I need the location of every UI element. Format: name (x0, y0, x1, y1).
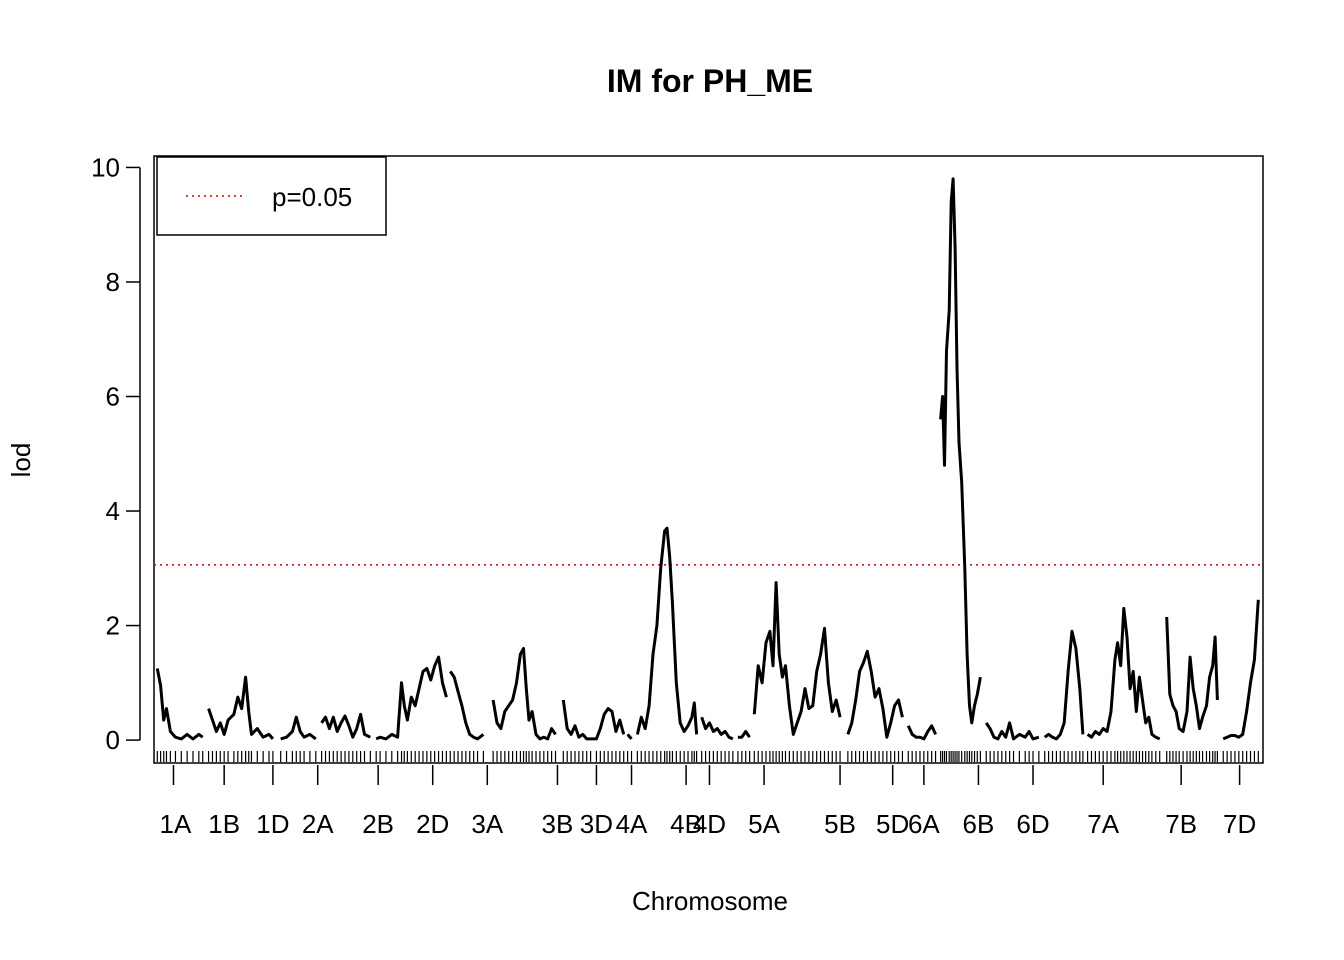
lod-curve-4B (700, 716, 734, 741)
x-tick-label: 4A (616, 809, 648, 839)
marker-rug (156, 751, 1259, 762)
lod-curve-2D (449, 670, 485, 741)
y-axis: 0 2 4 6 8 10 (91, 152, 141, 755)
x-tick-label: 6A (908, 809, 940, 839)
lod-curve-5B (846, 649, 904, 739)
plot-frame (153, 155, 1264, 764)
x-tick-label: 5B (824, 809, 856, 839)
lod-curve-7B (1165, 616, 1219, 733)
y-tick-label: 2 (106, 611, 120, 641)
lod-curve-3D (626, 733, 633, 740)
x-axis-label: Chromosome (632, 886, 788, 916)
lod-curve-6D (1043, 629, 1085, 741)
x-tick-label: 3A (471, 809, 503, 839)
lod-curve-7D (1222, 599, 1260, 741)
lod-curve-2A (320, 712, 371, 739)
lod-curve-7A (1086, 606, 1161, 741)
lod-curve-4A (635, 526, 699, 735)
x-tick-label: 2A (302, 809, 334, 839)
x-tick-label: 7D (1223, 809, 1256, 839)
lod-curve-4D (737, 730, 751, 739)
y-axis-label: lod (6, 443, 36, 478)
x-tick-label: 4D (693, 809, 726, 839)
legend-box (156, 156, 387, 236)
chart-title: IM for PH_ME (607, 63, 813, 99)
x-tick-label: 1A (160, 809, 192, 839)
y-tick-label: 4 (106, 496, 120, 526)
y-tick-label: 8 (106, 267, 120, 297)
lod-curve-5D (906, 724, 937, 741)
lod-curve-2B (375, 655, 448, 741)
lod-curve-6A (939, 177, 982, 725)
x-tick-label: 2D (416, 809, 449, 839)
x-tick-label: 1B (208, 809, 240, 839)
x-tick-label: 4B (670, 809, 702, 839)
x-tick-label: 6B (963, 809, 995, 839)
lod-curve-5A (752, 581, 842, 736)
lod-curve-1A (155, 668, 204, 741)
y-tick-label: 6 (106, 382, 120, 412)
legend-label-threshold: p=0.05 (272, 182, 352, 212)
lod-curve-3B (561, 699, 626, 741)
lod-curves (155, 177, 1260, 741)
lod-curve-1D (280, 715, 317, 741)
x-tick-label: 3B (542, 809, 574, 839)
x-tick-label: 2B (362, 809, 394, 839)
lod-curve-1B (207, 675, 275, 740)
x-tick-label: 1D (256, 809, 289, 839)
x-tick-label: 5D (876, 809, 909, 839)
lod-curve-6B (984, 721, 1040, 741)
legend: p=0.05 (156, 156, 387, 236)
lod-curve-3A (491, 647, 557, 741)
x-tick-label: 3D (580, 809, 613, 839)
x-tick-label: 7B (1165, 809, 1197, 839)
y-tick-label: 0 (106, 725, 120, 755)
x-tick-label: 7A (1087, 809, 1119, 839)
y-tick-label: 10 (91, 152, 120, 182)
x-tick-label: 6D (1016, 809, 1049, 839)
x-tick-label: 5A (748, 809, 780, 839)
